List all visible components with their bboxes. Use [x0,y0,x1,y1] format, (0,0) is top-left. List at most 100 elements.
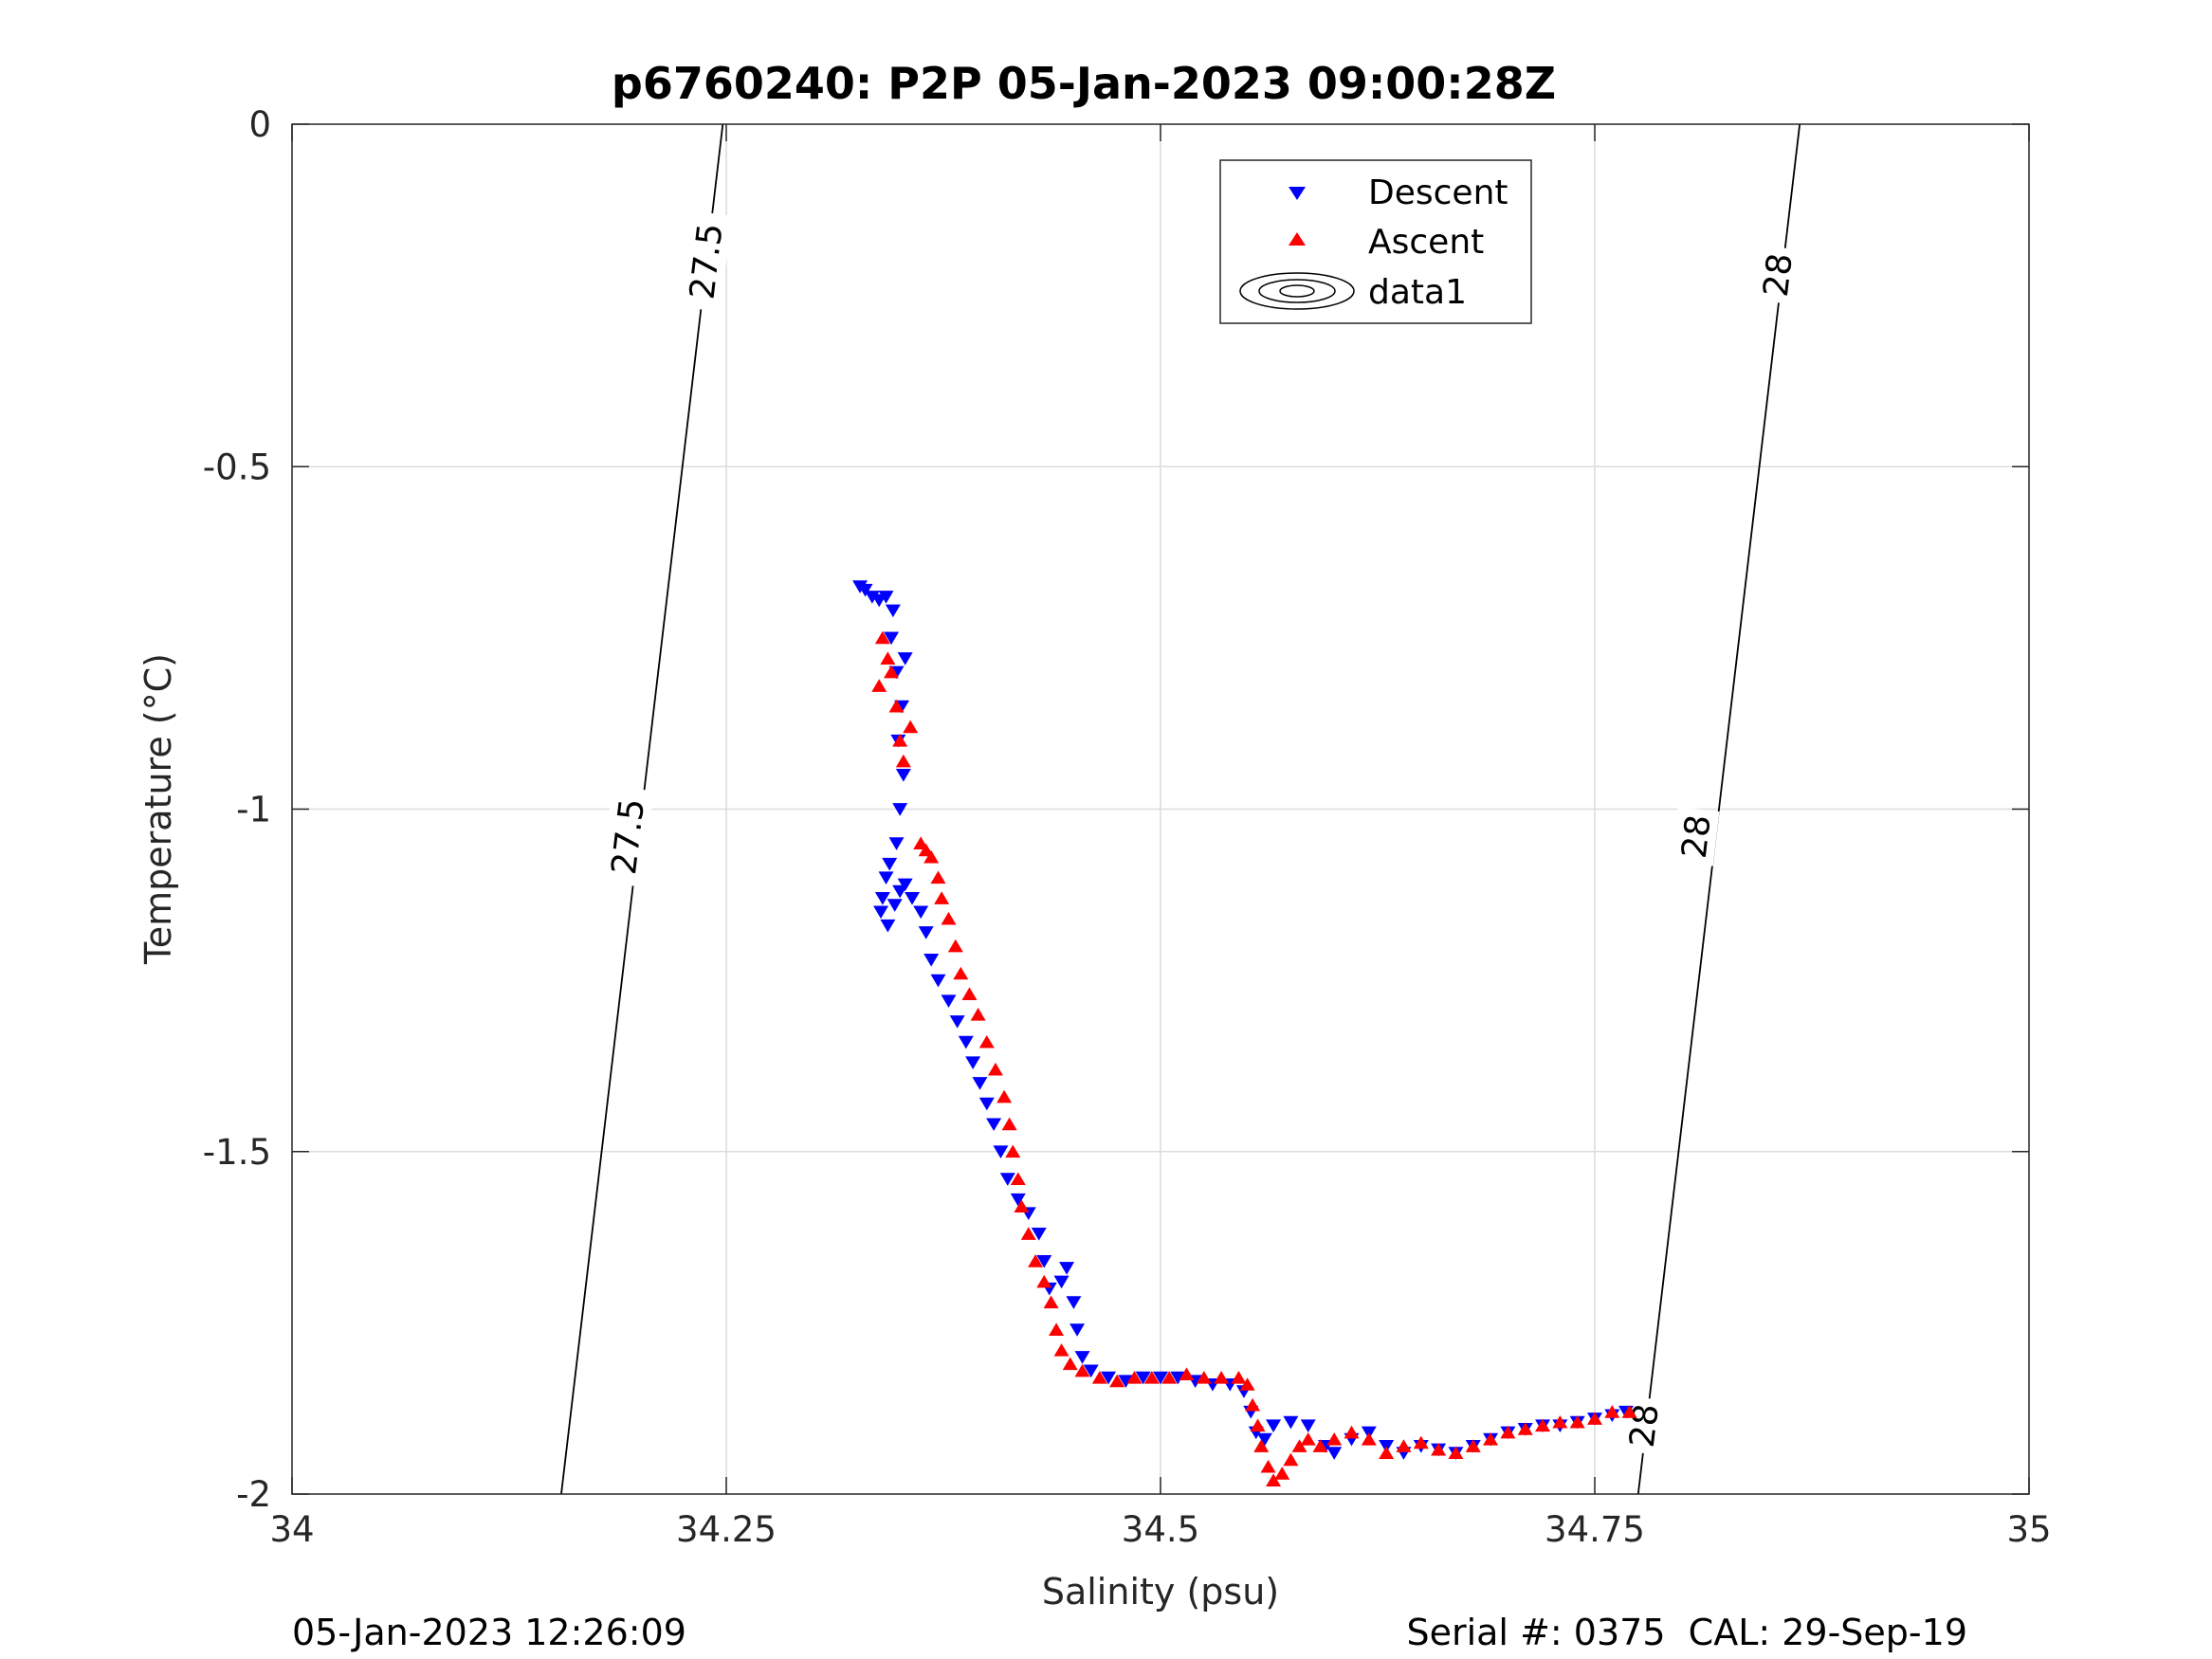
descent-point [1135,1371,1151,1385]
descent-point [880,919,896,933]
descent-point [1170,1371,1186,1385]
ascent-point [888,699,905,713]
ascent-point [1062,1357,1078,1371]
descent-point [1283,1415,1299,1430]
ascent-point [1621,1405,1637,1418]
descent-point [878,871,894,884]
ascent-point [1179,1367,1195,1380]
descent-point [874,892,890,905]
contour-label: 28 [1757,251,1801,299]
descent-point [887,899,903,912]
ascent-point [1010,1172,1026,1186]
y-tick-label: -1.5 [203,1132,271,1173]
x-tick-label: 34.25 [676,1509,777,1550]
footer-serial-cal: Serial #: 0375 CAL: 29-Sep-19 [1406,1612,1967,1653]
ascent-point [903,720,919,734]
ascent-point [1028,1254,1044,1267]
legend-contour-label: data1 [1368,273,1467,312]
ascent-series [871,630,1637,1486]
ascent-point [941,911,957,925]
ascent-point [1196,1370,1212,1384]
descent-point [1300,1419,1316,1432]
contour-line-28 [1636,124,1801,1494]
descent-point [1118,1375,1134,1388]
descent-point [897,652,913,665]
ascent-point [1291,1439,1307,1452]
ascent-point [1517,1422,1533,1435]
ascent-point [1231,1370,1247,1384]
ascent-point [930,870,946,884]
contour-label: 27.5 [683,221,730,301]
ascent-point [1361,1432,1377,1446]
contour-label: 28 [1675,812,1719,860]
descent-point [905,892,921,905]
y-tick-label: -2 [236,1474,271,1515]
ascent-point [874,630,890,645]
ascent-point [1074,1363,1090,1377]
descent-point [1326,1447,1343,1460]
ascent-point [1552,1414,1568,1429]
ascent-point [871,679,887,692]
descent-point [986,1118,1002,1132]
descent-point [1083,1364,1099,1378]
legend-ascent-label: Ascent [1368,223,1484,262]
ascent-point [1448,1446,1464,1460]
x-axis-label: Salinity (psu) [1042,1571,1279,1613]
descent-point [958,1035,974,1049]
ascent-point [1109,1374,1125,1388]
ascent-point [1043,1295,1059,1309]
descent-point [949,1015,965,1029]
legend-ascent-marker [1289,232,1306,246]
descent-point [864,591,880,604]
ascent-point [1014,1199,1030,1212]
descent-point [941,994,957,1008]
contour-label-mask [679,210,732,312]
descent-point [972,1077,988,1090]
ascent-point [961,987,978,1000]
ascent-point [1300,1432,1316,1446]
descent-point [918,926,934,939]
ascent-point [1283,1452,1299,1467]
ascent-point [1465,1439,1481,1452]
ascent-point [947,939,963,953]
descent-point [1031,1228,1047,1241]
ascent-point [1005,1144,1021,1158]
legend-box [1219,159,1532,324]
ascent-point [1604,1405,1620,1418]
x-tick-label: 34 [269,1509,314,1550]
ascent-point [1483,1432,1499,1446]
ascent-point [1250,1418,1266,1432]
ascent-point [1326,1432,1343,1446]
descent-point [1036,1254,1052,1268]
ascent-point [892,734,908,747]
descent-point [1266,1419,1282,1432]
grid-lines [292,124,2029,1494]
legend-contour-marker [1239,272,1355,310]
ascent-point [1379,1446,1395,1460]
chart-title: p6760240: P2P 05-Jan-2023 09:00:28Z [612,58,1556,109]
descent-point [873,905,889,920]
descent-point [913,905,929,920]
ascent-point [1312,1439,1328,1452]
legend-descent-label: Descent [1368,173,1508,212]
ascent-point [1587,1412,1602,1425]
x-tick-label: 35 [2006,1509,2051,1550]
ascent-point [1001,1117,1017,1131]
ascent-point [1260,1459,1276,1473]
descent-point [884,631,900,646]
x-tick-label: 34.5 [1122,1509,1199,1550]
ascent-point [1049,1322,1065,1336]
ascent-point [880,651,896,665]
descent-point [892,803,908,816]
descent-point [930,974,946,988]
descent-point [1074,1351,1090,1364]
ascent-point [923,849,940,864]
descent-point [1053,1275,1069,1289]
contour-label-mask [1672,807,1720,866]
descent-point [1069,1323,1086,1337]
descent-point [1101,1371,1117,1385]
ascent-point [1569,1414,1585,1429]
ascent-point [953,966,969,980]
